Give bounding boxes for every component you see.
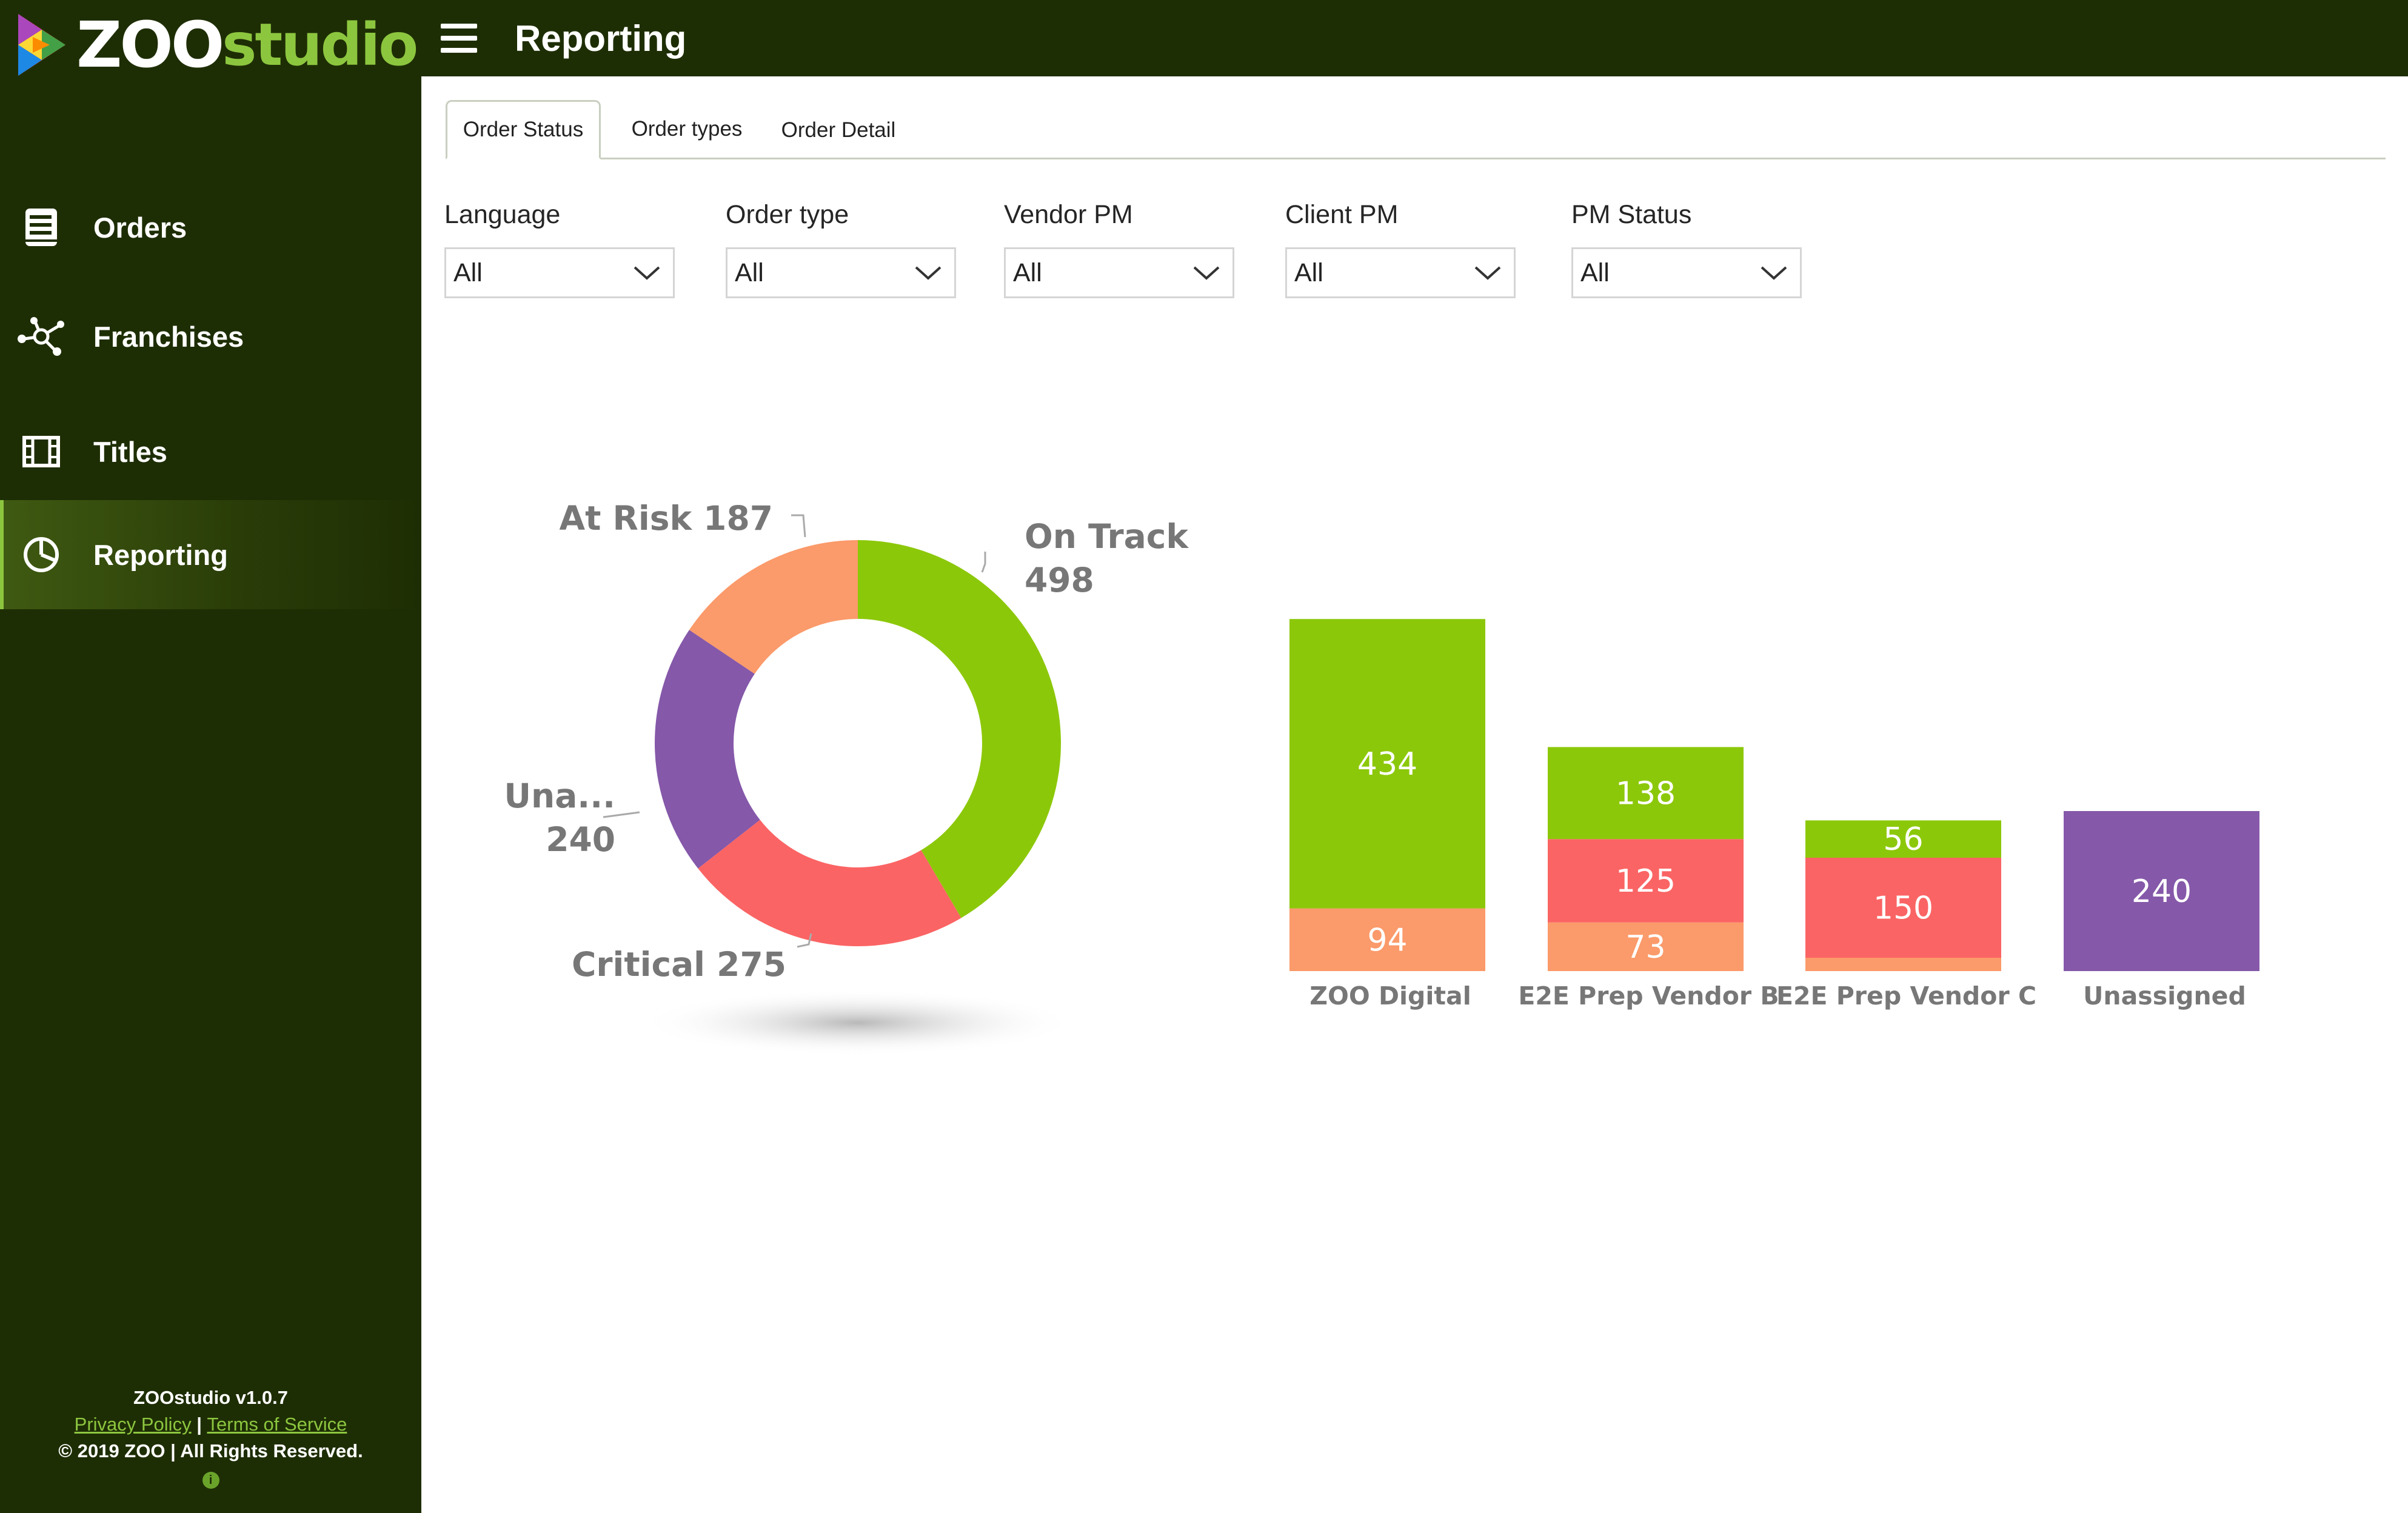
film-icon bbox=[17, 427, 65, 476]
pm-status-dropdown[interactable]: All bbox=[1571, 247, 1802, 298]
sidebar-item-label: Titles bbox=[93, 435, 167, 468]
filter-label: Language bbox=[444, 200, 561, 229]
bar-segment-e2e-prep-vendor-b[interactable] bbox=[1548, 922, 1744, 971]
chevron-down-icon bbox=[915, 266, 941, 280]
vendor-pm-dropdown[interactable]: All bbox=[1004, 247, 1234, 298]
bar-segment-e2e-prep-vendor-c[interactable] bbox=[1805, 820, 2001, 858]
book-icon bbox=[17, 203, 65, 252]
chevron-down-icon bbox=[1193, 266, 1220, 280]
bar-segment-e2e-prep-vendor-b[interactable] bbox=[1548, 839, 1744, 923]
chevron-down-icon bbox=[1474, 266, 1501, 280]
tab-order-types[interactable]: Order types bbox=[631, 116, 743, 141]
donut-slice-on-track[interactable] bbox=[858, 540, 1061, 918]
dropdown-value: All bbox=[735, 258, 764, 287]
bar-data-label: 94 bbox=[1367, 922, 1407, 958]
hamburger-menu-icon[interactable] bbox=[441, 20, 477, 56]
order-status-donut-chart: At Risk 187 On Track 498 Una... 240 Crit… bbox=[504, 499, 1189, 1056]
donut-value-on-track: 498 bbox=[1025, 561, 1094, 600]
link-separator: | bbox=[196, 1414, 202, 1435]
pie-chart-icon bbox=[17, 530, 65, 579]
dropdown-value: All bbox=[1580, 258, 1610, 287]
bar-data-label: 240 bbox=[2132, 873, 2192, 910]
client-pm-dropdown[interactable]: All bbox=[1285, 247, 1516, 298]
sidebar-item-label: Franchises bbox=[93, 320, 244, 353]
filter-pm-status: PM Status All bbox=[1571, 200, 1802, 298]
bar-data-label: 125 bbox=[1616, 863, 1676, 900]
page-title: Reporting bbox=[515, 18, 687, 59]
sidebar: ZOO studio Orders bbox=[0, 0, 421, 1513]
filter-client-pm: Client PM All bbox=[1285, 200, 1516, 298]
terms-of-service-link[interactable]: Terms of Service bbox=[207, 1414, 347, 1435]
info-icon[interactable]: i bbox=[202, 1472, 219, 1489]
language-dropdown[interactable]: All bbox=[444, 247, 675, 298]
order-type-dropdown[interactable]: All bbox=[726, 247, 956, 298]
bar-category-label: E2E Prep Vendor C bbox=[1776, 981, 2036, 1010]
filter-order-type: Order type All bbox=[726, 200, 956, 298]
sidebar-item-label: Reporting bbox=[93, 538, 228, 571]
filter-language: Language All bbox=[444, 200, 675, 298]
report-tabs: Order Status Order types Order Detail bbox=[446, 100, 2386, 159]
dropdown-value: All bbox=[1294, 258, 1323, 287]
sidebar-item-reporting[interactable]: Reporting bbox=[0, 500, 421, 609]
bar-category-label: E2E Prep Vendor B bbox=[1518, 981, 1779, 1010]
chevron-down-icon bbox=[634, 266, 660, 280]
bar-segment-e2e-prep-vendor-b[interactable] bbox=[1548, 747, 1744, 840]
tab-order-detail[interactable]: Order Detail bbox=[781, 118, 896, 142]
dropdown-value: All bbox=[1013, 258, 1042, 287]
donut-label-at-risk: At Risk 187 bbox=[560, 499, 773, 538]
bar-category-label: ZOO Digital bbox=[1309, 981, 1471, 1010]
bar-data-label: 56 bbox=[1883, 821, 1923, 858]
sidebar-item-titles[interactable]: Titles bbox=[0, 397, 421, 506]
bar-segment-zoo-digital[interactable] bbox=[1289, 908, 1485, 971]
donut-slice-at-risk[interactable] bbox=[689, 540, 858, 674]
app-version: ZOOstudio v1.0.7 bbox=[133, 1387, 288, 1408]
filter-label: Client PM bbox=[1285, 200, 1399, 229]
sidebar-item-label: Orders bbox=[93, 211, 187, 244]
bar-segment-e2e-prep-vendor-c[interactable] bbox=[1805, 858, 2001, 958]
donut-shadow bbox=[640, 989, 1076, 1056]
bar-segment-zoo-digital[interactable] bbox=[1289, 619, 1485, 909]
bar-data-label: 434 bbox=[1357, 746, 1417, 783]
bar-segment-unassigned[interactable] bbox=[2064, 811, 2259, 971]
bar-segment-e2e-prep-vendor-c[interactable] bbox=[1805, 958, 2001, 971]
donut-slice-unassigned[interactable] bbox=[655, 630, 760, 869]
filter-label: Vendor PM bbox=[1004, 200, 1133, 229]
logo-mark-icon bbox=[18, 14, 65, 76]
orders-by-vendor-bar-chart: 94 434 ZOO Digital 73 125 138 E2E Prep Vendor … bbox=[1289, 619, 2259, 1010]
zoostudio-logo[interactable]: ZOO studio bbox=[15, 8, 418, 82]
bar-data-label: 150 bbox=[1873, 890, 1933, 927]
sidebar-item-orders[interactable]: Orders bbox=[0, 173, 421, 282]
filter-label: PM Status bbox=[1571, 200, 1692, 229]
bar-data-label: 73 bbox=[1625, 929, 1665, 966]
donut-label-critical: Critical 275 bbox=[572, 945, 786, 984]
filter-vendor-pm: Vendor PM All bbox=[1004, 200, 1234, 298]
dropdown-value: All bbox=[453, 258, 483, 287]
chevron-down-icon bbox=[1761, 266, 1787, 280]
network-icon bbox=[17, 312, 65, 361]
privacy-policy-link[interactable]: Privacy Policy bbox=[74, 1414, 192, 1435]
top-bar: Reporting bbox=[421, 0, 2408, 76]
logo-text-zoo: ZOO bbox=[76, 8, 224, 82]
donut-slice-critical[interactable] bbox=[698, 820, 962, 946]
donut-label-on-track: On Track bbox=[1025, 517, 1189, 556]
legal-links: Privacy Policy | Terms of Service bbox=[0, 1411, 421, 1438]
bar-category-label: Unassigned bbox=[2083, 981, 2246, 1010]
donut-value-unassigned: 240 bbox=[546, 820, 615, 859]
sidebar-item-franchises[interactable]: Franchises bbox=[0, 282, 421, 391]
tab-order-status[interactable]: Order Status bbox=[446, 100, 601, 159]
logo-text-studio: studio bbox=[222, 11, 418, 79]
donut-label-unassigned: Una... bbox=[504, 777, 615, 815]
bar-data-label: 138 bbox=[1616, 775, 1676, 812]
sidebar-footer: ZOOstudio v1.0.7 Privacy Policy | Terms … bbox=[0, 1384, 421, 1491]
copyright: © 2019 ZOO | All Rights Reserved. bbox=[58, 1440, 363, 1461]
filter-label: Order type bbox=[726, 200, 849, 229]
